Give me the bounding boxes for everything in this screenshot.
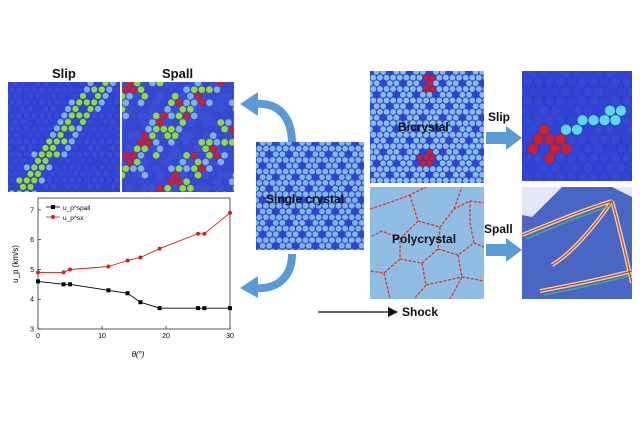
data-point — [202, 306, 207, 311]
slip-right-label: Slip — [488, 110, 511, 124]
curved-arrow-down — [240, 253, 296, 298]
data-point — [157, 246, 162, 251]
data-point — [68, 282, 72, 287]
slip-zoom-panel — [522, 71, 632, 181]
y-tick-label: 3 — [30, 327, 34, 334]
curved-arrow-up — [240, 92, 296, 145]
shock-label: Shock — [402, 305, 439, 319]
y-tick-label: 5 — [30, 267, 34, 274]
x-tick-label: 20 — [162, 333, 170, 340]
data-point — [138, 300, 143, 305]
series-line-1 — [38, 212, 231, 273]
shock-arrow — [318, 307, 398, 317]
data-point — [196, 231, 200, 236]
legend: u_p^spall u_p^sx — [46, 205, 91, 222]
single-crystal-panel — [256, 142, 364, 250]
data-point — [61, 270, 66, 275]
data-point — [106, 264, 111, 269]
legend-sx: u_p^sx — [63, 215, 84, 222]
spall-zoom-panel — [522, 187, 632, 299]
data-point — [157, 306, 162, 311]
data-point — [68, 267, 72, 272]
arrow-right-spall — [486, 238, 522, 262]
single-crystal-image — [256, 142, 364, 250]
slip-atoms-panel — [8, 82, 120, 192]
legend-spall: u_p^spall — [63, 205, 91, 212]
y-axis-label: u_p (km/s) — [11, 245, 20, 283]
polycrystal-label: Polycrystal — [392, 232, 457, 246]
slip-title: Slip — [52, 66, 76, 81]
data-point — [36, 279, 40, 284]
data-point — [196, 306, 200, 311]
polycrystal-panel — [370, 187, 484, 299]
bicrystal-label: Bicrystal — [398, 120, 449, 134]
chart-svg: 0 10 20 30 3 4 5 6 7 θ(°) u_p (km/s) u_p^spall u… — [11, 197, 234, 359]
spall-title: Spall — [162, 66, 194, 81]
data-point — [202, 231, 207, 236]
y-tick-label: 7 — [30, 207, 34, 214]
data-point — [228, 306, 232, 311]
x-tick-label: 30 — [226, 333, 234, 340]
spall-atoms-panel — [122, 82, 234, 192]
data-point — [228, 210, 232, 215]
x-tick-label: 10 — [98, 333, 106, 340]
series-line-0 — [37, 280, 230, 309]
spall-zoom-image — [522, 187, 632, 299]
bicrystal-image — [370, 71, 484, 183]
polycrystal-image — [370, 187, 484, 299]
velocity-chart: 0 10 20 30 3 4 5 6 7 θ(°) u_p (km/s) u_p^spall u… — [8, 192, 236, 362]
y-tick-label: 4 — [30, 297, 34, 304]
x-tick-label: 0 — [36, 333, 40, 340]
single-crystal-label: Single crystal — [266, 192, 345, 206]
data-point — [125, 291, 130, 296]
spall-right-label: Spall — [484, 222, 513, 236]
x-axis-label: θ(°) — [132, 350, 145, 359]
bicrystal-panel — [370, 71, 484, 183]
data-point — [36, 270, 40, 275]
plot-frame — [37, 197, 231, 330]
data-point — [125, 258, 130, 263]
slip-zoom-image — [522, 71, 632, 181]
data-point — [106, 288, 111, 293]
slip-atoms-image — [8, 82, 120, 192]
data-point — [61, 282, 66, 287]
data-point — [138, 255, 143, 260]
y-tick-label: 6 — [30, 237, 34, 244]
spall-atoms-image — [122, 82, 234, 192]
arrow-right-slip — [486, 126, 522, 150]
